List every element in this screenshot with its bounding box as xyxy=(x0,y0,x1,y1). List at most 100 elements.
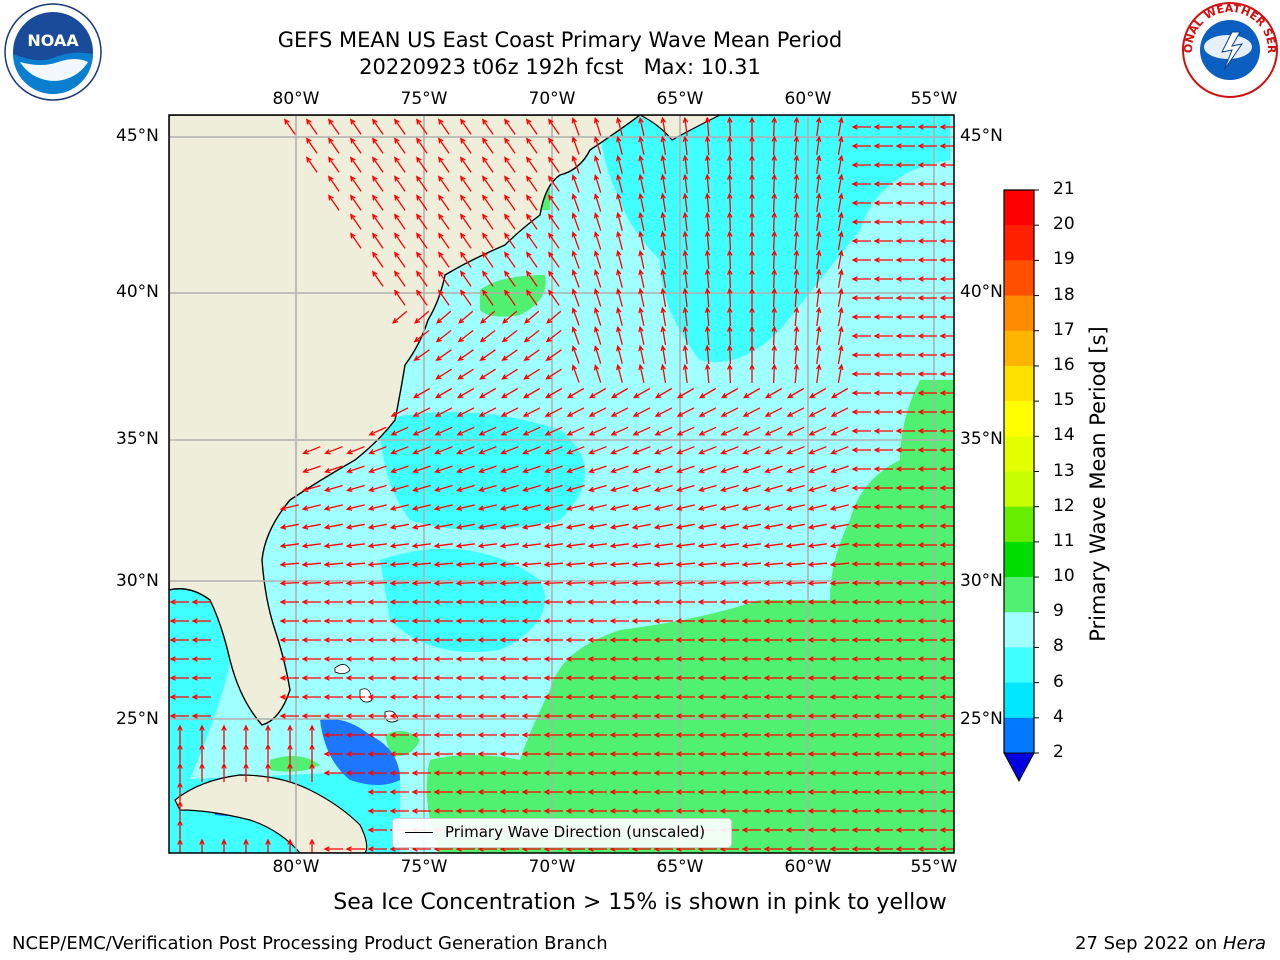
wave-arrow xyxy=(793,325,800,346)
wave-arrow xyxy=(565,637,585,643)
lon-tick-top-70: 70°W xyxy=(528,89,576,109)
wave-arrow xyxy=(676,387,695,399)
wave-arrow xyxy=(654,387,673,399)
wave-arrow xyxy=(367,504,387,511)
wave-arrow xyxy=(917,162,937,168)
wave-arrow xyxy=(548,213,560,230)
wave-arrow xyxy=(917,637,937,643)
noaa-logo-text: NOAA xyxy=(27,31,79,50)
wave-arrow xyxy=(372,213,384,230)
colorbar-tick-label: 2 xyxy=(1053,742,1064,762)
footer-date: 27 Sep 2022 on Hera xyxy=(1075,933,1266,954)
wave-arrow xyxy=(851,219,871,225)
wave-arrow xyxy=(727,249,733,270)
lon-tick-bottom-70: 70°W xyxy=(528,857,576,877)
wave-arrow xyxy=(609,675,629,681)
wave-arrow xyxy=(433,542,453,549)
wave-arrow xyxy=(389,656,409,662)
wave-arrow xyxy=(345,637,365,643)
wave-arrow xyxy=(895,257,915,263)
wave-arrow xyxy=(895,751,915,757)
wave-arrow xyxy=(837,325,844,346)
wave-arrow xyxy=(807,789,827,795)
wave-arrow xyxy=(177,800,183,820)
wave-arrow xyxy=(939,808,954,814)
wave-arrow xyxy=(793,230,800,251)
wave-arrow xyxy=(345,675,365,681)
wave-arrow xyxy=(433,789,453,795)
wave-arrow xyxy=(438,251,450,268)
wave-arrow xyxy=(851,599,871,605)
wave-arrow xyxy=(438,213,450,230)
wave-arrow xyxy=(367,599,387,605)
wave-arrow xyxy=(763,827,783,833)
wave-arrow xyxy=(265,743,271,763)
wave-arrow xyxy=(460,251,472,268)
wave-arrow xyxy=(682,173,689,193)
wave-arrow xyxy=(323,694,343,700)
wave-arrow xyxy=(526,232,538,249)
wave-arrow xyxy=(460,137,472,154)
wave-arrow xyxy=(895,599,915,605)
wave-arrow xyxy=(499,599,519,605)
wave-arrow xyxy=(243,743,249,763)
wave-arrow xyxy=(587,637,607,643)
wave-arrow xyxy=(873,542,893,548)
wave-arrow xyxy=(287,724,293,744)
wave-arrow xyxy=(482,251,494,268)
wave-arrow xyxy=(323,637,343,643)
wave-arrow xyxy=(265,762,271,782)
wave-arrow xyxy=(521,523,541,530)
wave-arrow xyxy=(169,637,189,643)
wave-arrow xyxy=(939,789,954,795)
wave-arrow xyxy=(301,694,321,700)
wave-arrow xyxy=(829,770,849,776)
wave-arrow xyxy=(939,523,954,529)
wave-arrow xyxy=(660,268,667,289)
wave-arrow xyxy=(660,116,667,137)
wave-arrow xyxy=(771,116,777,137)
wave-arrow xyxy=(895,789,915,795)
colorbar-tick-label: 12 xyxy=(1053,495,1075,516)
wave-arrow xyxy=(742,446,761,455)
wave-arrow xyxy=(763,656,783,662)
wave-arrow xyxy=(785,827,805,833)
wave-arrow xyxy=(807,751,827,757)
wave-arrow xyxy=(785,580,806,586)
wave-arrow xyxy=(741,656,761,662)
wave-arrow xyxy=(939,504,954,510)
wave-arrow xyxy=(851,504,871,510)
wave-arrow xyxy=(829,637,849,643)
wave-arrow xyxy=(631,637,651,643)
wave-arrow xyxy=(394,137,406,154)
wave-arrow xyxy=(548,251,560,268)
wave-arrow xyxy=(786,465,805,474)
wave-arrow xyxy=(367,542,387,549)
wave-arrow xyxy=(939,314,954,320)
wave-arrow xyxy=(749,287,755,307)
wave-arrow xyxy=(939,656,954,662)
wave-arrow xyxy=(873,409,893,415)
wave-arrow xyxy=(638,230,645,250)
wave-arrow xyxy=(545,368,562,380)
wave-arrow xyxy=(499,504,519,511)
wave-arrow xyxy=(526,175,538,192)
wave-arrow xyxy=(499,808,519,814)
wave-arrow xyxy=(433,580,454,586)
wave-arrow xyxy=(917,542,937,548)
wave-arrow xyxy=(460,213,472,230)
wave-arrow xyxy=(660,135,667,156)
wave-arrow xyxy=(873,371,893,377)
wave-arrow xyxy=(389,580,410,586)
wave-arrow xyxy=(328,118,340,135)
wave-arrow xyxy=(609,789,629,795)
wave-arrow xyxy=(763,484,783,492)
wave-arrow xyxy=(372,156,384,173)
wave-arrow xyxy=(837,230,844,251)
wave-arrow xyxy=(631,484,651,492)
wave-arrow xyxy=(521,751,541,757)
wave-arrow xyxy=(301,713,321,719)
wave-arrow xyxy=(523,368,540,380)
wave-arrow xyxy=(697,484,717,492)
wave-arrow xyxy=(548,232,560,249)
